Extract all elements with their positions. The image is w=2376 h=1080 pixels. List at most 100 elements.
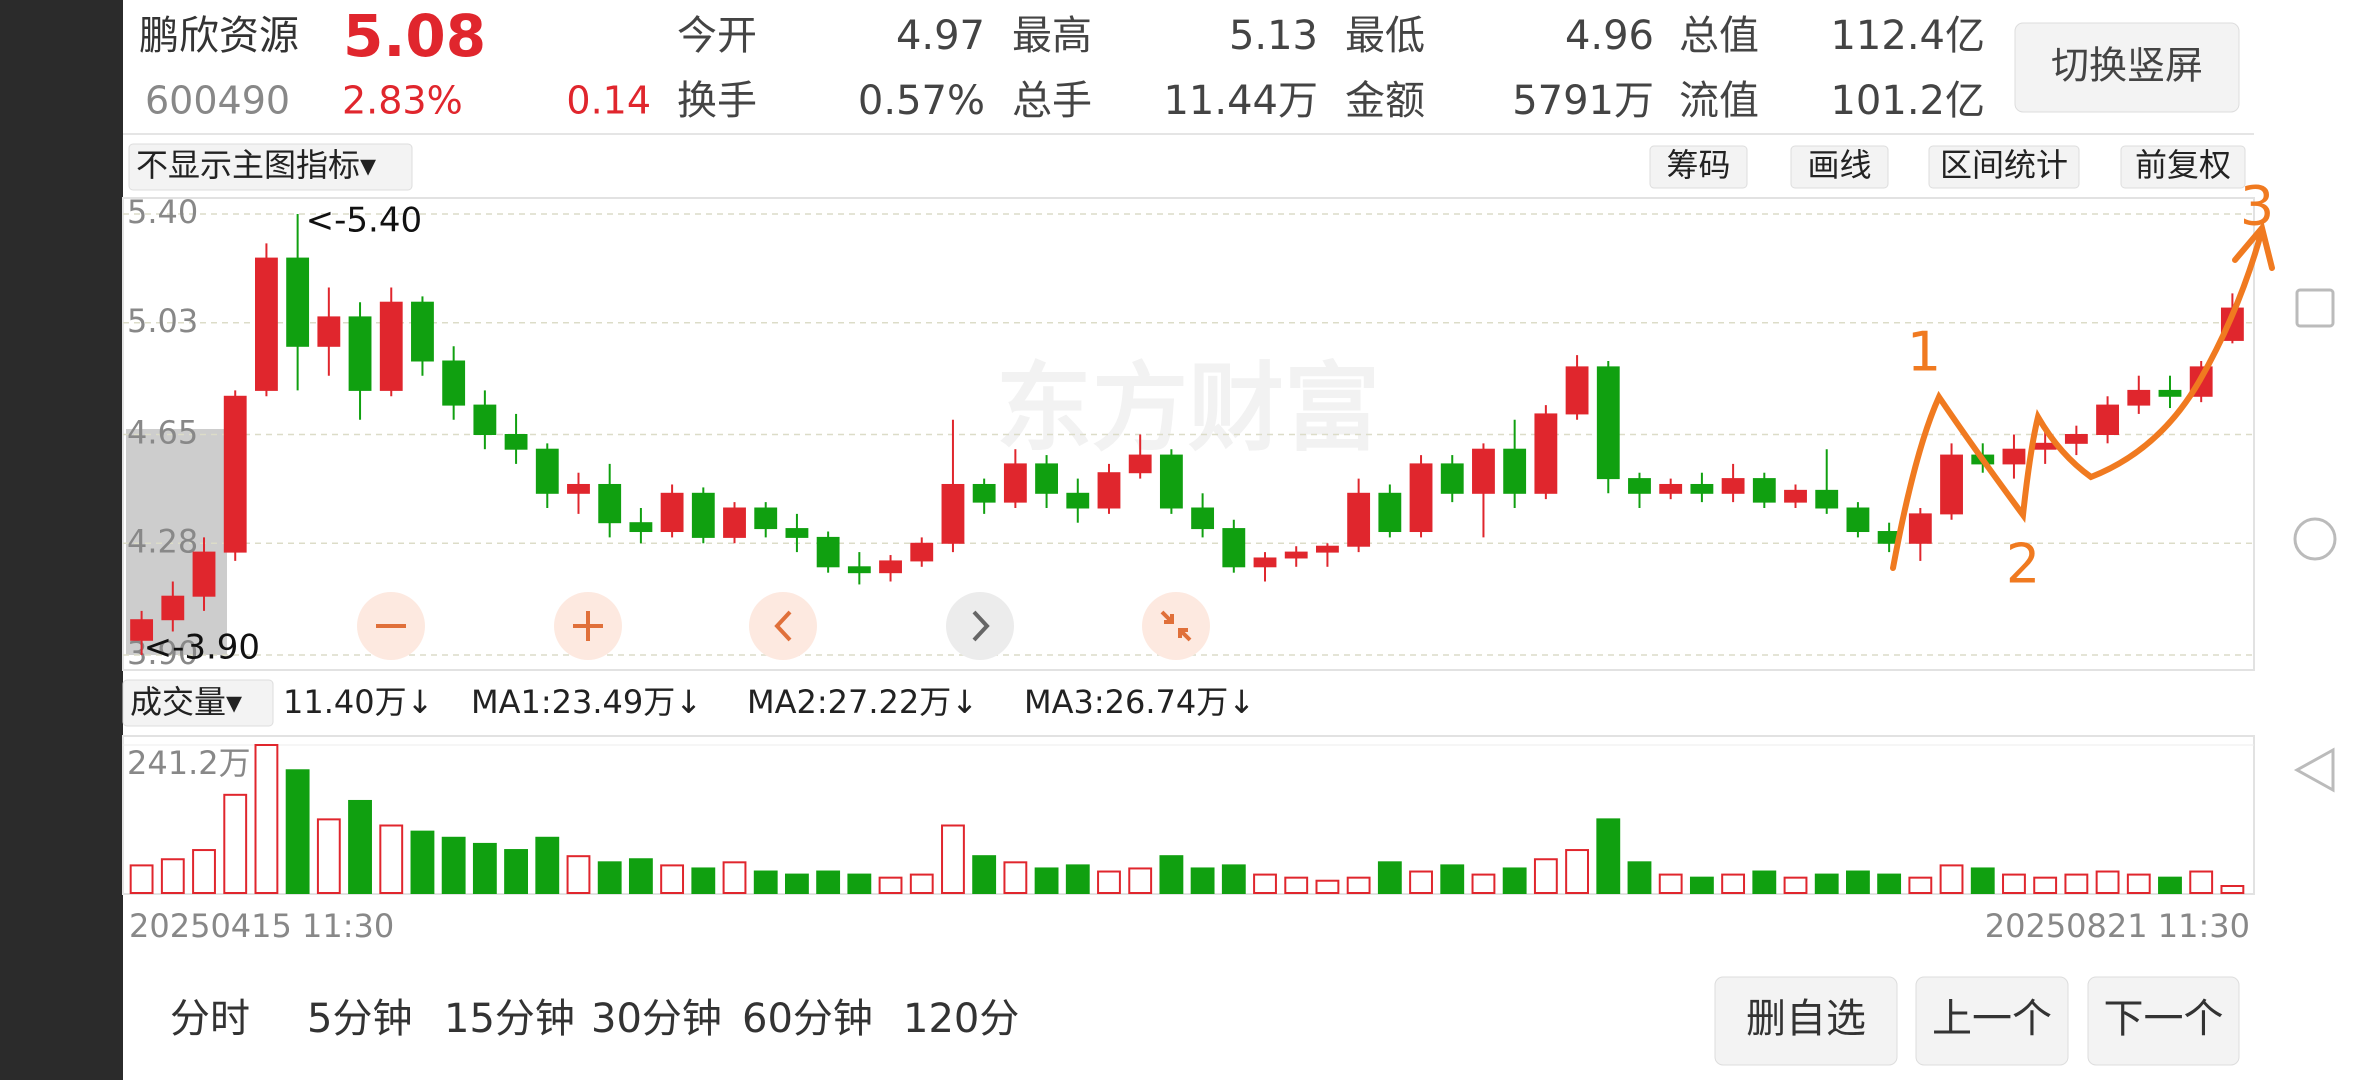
volume-bar bbox=[753, 870, 778, 895]
field-value: 0.57% bbox=[858, 78, 985, 124]
nav-recent[interactable] bbox=[2295, 288, 2335, 328]
volume-bar bbox=[192, 849, 216, 895]
period-tab[interactable]: 15分钟 bbox=[444, 996, 575, 1042]
volume-bar bbox=[316, 818, 341, 895]
ma-label: MA2:27.22万↓ bbox=[747, 683, 978, 721]
toolbar-button-label: 筹码 bbox=[1666, 146, 1730, 184]
volume-bar bbox=[1190, 867, 1215, 895]
candle-body bbox=[1752, 478, 1776, 503]
volume-bar bbox=[1565, 849, 1589, 895]
candle-body bbox=[1003, 463, 1027, 503]
candle-body bbox=[1253, 557, 1277, 568]
field-label: 总手 bbox=[1012, 78, 1092, 124]
field-value: 101.2亿 bbox=[1830, 78, 1985, 124]
volume-bar bbox=[348, 799, 372, 895]
stock-name: 鹏欣资源 bbox=[139, 13, 299, 59]
field-label: 最高 bbox=[1012, 13, 1092, 59]
volume-select[interactable] bbox=[122, 679, 274, 727]
candle-body bbox=[847, 566, 871, 574]
candle-body bbox=[754, 507, 778, 530]
volume-bar bbox=[504, 849, 528, 895]
volume-bar bbox=[847, 873, 872, 895]
volume-bar bbox=[1221, 864, 1246, 895]
volume-bar bbox=[285, 769, 310, 895]
move-right[interactable] bbox=[946, 592, 1014, 660]
period-tab[interactable]: 60分钟 bbox=[742, 996, 873, 1042]
move-left[interactable] bbox=[749, 592, 817, 660]
volume-bar bbox=[566, 855, 591, 895]
period-tab[interactable]: 120分 bbox=[903, 996, 1019, 1042]
action-button[interactable] bbox=[2087, 976, 2240, 1066]
field-label: 换手 bbox=[677, 78, 757, 124]
candle-body bbox=[941, 483, 965, 544]
candle-body bbox=[1940, 454, 1963, 515]
candle-body bbox=[1815, 489, 1839, 509]
volume-bar bbox=[660, 864, 685, 895]
volume-bar bbox=[535, 836, 560, 895]
candle-body bbox=[2002, 448, 2026, 465]
period-tab[interactable]: 30分钟 bbox=[591, 996, 722, 1042]
candle-body bbox=[1316, 545, 1339, 553]
switch-button[interactable] bbox=[2014, 22, 2240, 113]
candle-body bbox=[785, 528, 809, 538]
volume-bar bbox=[1128, 867, 1153, 895]
field-label: 今开 bbox=[677, 13, 757, 59]
period-tab[interactable]: 分时 bbox=[170, 996, 250, 1042]
candle-body bbox=[1066, 492, 1090, 509]
field-label: 金额 bbox=[1345, 78, 1425, 124]
volume-bar bbox=[2064, 873, 2089, 895]
candle-body bbox=[2158, 389, 2182, 397]
volume-bar bbox=[1471, 873, 1496, 895]
field-value: 11.44万 bbox=[1163, 78, 1318, 124]
nav-back[interactable] bbox=[2293, 747, 2335, 793]
action-label: 下一个 bbox=[2104, 996, 2224, 1042]
action-button[interactable] bbox=[1714, 976, 1898, 1066]
volume-bar bbox=[223, 793, 248, 895]
indicator-select[interactable] bbox=[128, 143, 413, 191]
hand-digit: 1 bbox=[1907, 321, 1941, 384]
volume-bar bbox=[1409, 870, 1433, 895]
action-button[interactable] bbox=[1915, 976, 2069, 1066]
toolbar-button[interactable] bbox=[1928, 145, 2080, 189]
field-value: 5.13 bbox=[1229, 13, 1318, 59]
volume-bar bbox=[1814, 873, 1839, 895]
candle-body bbox=[879, 560, 902, 574]
zoom-controls bbox=[357, 592, 1210, 660]
candle-body bbox=[1128, 454, 1152, 474]
ma-label: MA3:26.74万↓ bbox=[1024, 683, 1255, 721]
toolbar-button[interactable] bbox=[1649, 145, 1748, 189]
volume-bar bbox=[2095, 870, 2120, 895]
volume-bar bbox=[1877, 873, 1902, 895]
candle-body bbox=[2096, 404, 2119, 436]
candle-body bbox=[1846, 507, 1870, 533]
volume-bar bbox=[1346, 876, 1371, 895]
candle-body bbox=[567, 483, 590, 494]
volume-indicator: 成交量▾ bbox=[130, 683, 242, 721]
period-tabs: 分时 5分钟 15分钟 30分钟 60分钟 120分 bbox=[170, 996, 1019, 1042]
candle-body bbox=[691, 492, 715, 538]
indicator-label: 不显示主图指标▾ bbox=[136, 146, 376, 184]
reset-zoom[interactable] bbox=[1142, 592, 1210, 660]
volume-bar bbox=[1627, 861, 1652, 895]
candle-body bbox=[972, 483, 996, 503]
toolbar-button[interactable] bbox=[1790, 145, 1889, 189]
candle-body bbox=[1378, 492, 1402, 533]
volume-bar bbox=[878, 876, 903, 895]
field-value: 5791万 bbox=[1512, 78, 1654, 124]
toolbar-button[interactable] bbox=[2120, 145, 2246, 189]
volume-bar bbox=[1533, 858, 1558, 895]
candle-body bbox=[1784, 489, 1807, 503]
volume-bar bbox=[410, 830, 435, 895]
field-value: 4.96 bbox=[1565, 13, 1654, 59]
nav-home[interactable] bbox=[2293, 517, 2337, 561]
volume-bar bbox=[254, 744, 279, 894]
volume-bar bbox=[379, 824, 404, 895]
volume-chart: 241.2万 bbox=[123, 744, 2254, 895]
field-value: 4.97 bbox=[896, 13, 985, 59]
period-tab[interactable]: 5分钟 bbox=[307, 996, 412, 1042]
hand-drawing bbox=[1890, 221, 2275, 571]
candle-body bbox=[2064, 434, 2088, 444]
candle-body bbox=[348, 316, 372, 391]
candle-body bbox=[1409, 463, 1433, 533]
